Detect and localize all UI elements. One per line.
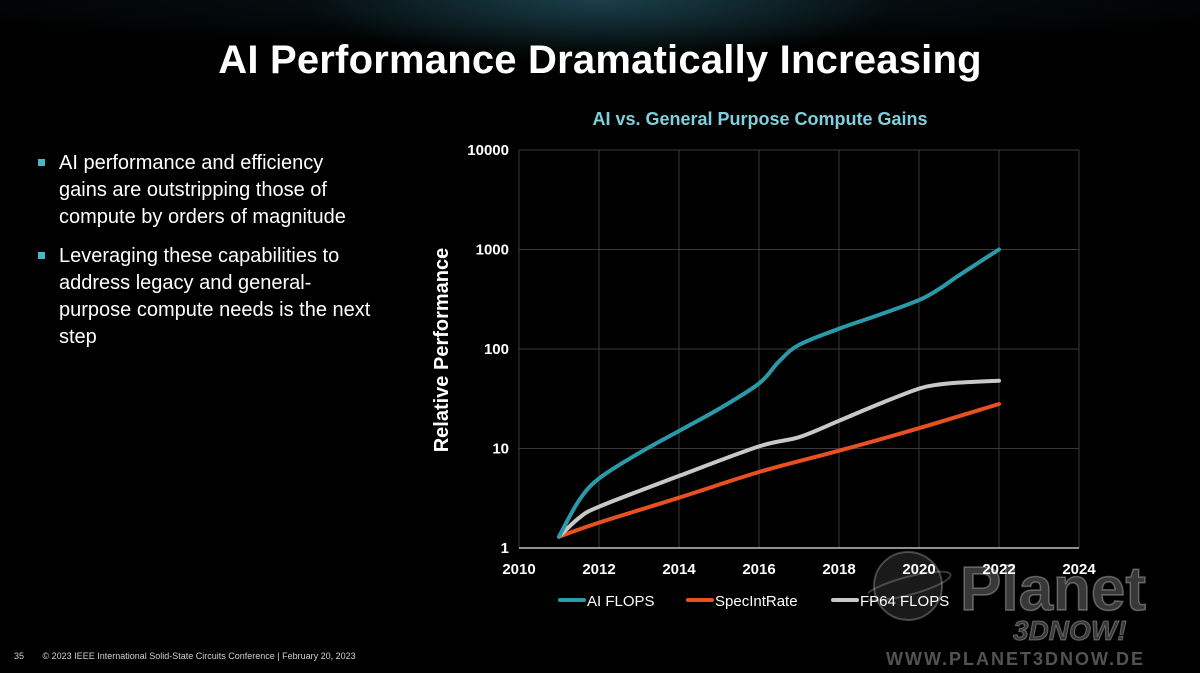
footer: 35 © 2023 IEEE International Solid-State…: [14, 651, 356, 661]
x-tick-label: 2014: [662, 561, 696, 578]
legend-label: SpecIntRate: [715, 593, 798, 610]
y-tick-label: 100: [484, 341, 509, 358]
planet-ring-icon: [868, 570, 952, 602]
legend: AI FLOPS SpecIntRate FP64 FLOPS: [558, 593, 949, 610]
copyright-text: © 2023 IEEE International Solid-State Ci…: [42, 651, 356, 661]
bullet-item: AI performance and efficiency gains are …: [36, 150, 376, 231]
slide-title: AI Performance Dramatically Increasing: [218, 38, 982, 82]
series-line-specintrate: [557, 402, 1001, 539]
square-bullet-icon: [38, 159, 45, 166]
watermark-brand: Planet: [960, 555, 1146, 624]
legend-label: AI FLOPS: [587, 593, 655, 610]
x-tick-label: 2020: [902, 561, 935, 578]
x-tick-label: 2016: [742, 561, 775, 578]
chart-title: AI vs. General Purpose Compute Gains: [592, 109, 927, 129]
x-tick-label: 2010: [502, 561, 535, 578]
y-tick-label: 10000: [467, 142, 509, 159]
y-tick-label: 1000: [476, 242, 509, 259]
legend-label: FP64 FLOPS: [860, 593, 949, 610]
grid-lines: [518, 149, 1080, 549]
axis-ticks: 2010 2012 2014 2016 2018 2020 2022 2024 1 10 100 10…: [467, 142, 1096, 578]
y-axis-label: Relative Performance: [431, 248, 453, 453]
x-tick-label: 2024: [1062, 561, 1096, 578]
series-line-fp64-flops: [557, 378, 1001, 539]
bullet-item: Leveraging these capabilities to address…: [36, 243, 376, 351]
page-number: 35: [14, 651, 25, 661]
header-glow: [0, 0, 1200, 140]
series-lines: [557, 247, 1001, 539]
planet-globe-icon: [873, 551, 943, 621]
square-bullet-icon: [38, 252, 45, 259]
y-tick-label: 10: [492, 441, 509, 458]
bullet-text: AI performance and efficiency gains are …: [59, 152, 346, 228]
x-tick-label: 2022: [982, 561, 1015, 578]
series-line-ai-flops: [557, 247, 1001, 539]
bullet-text: Leveraging these capabilities to address…: [59, 245, 371, 348]
watermark-url: WWW.PLANET3DNOW.DE: [886, 649, 1145, 669]
y-tick-label: 1: [501, 540, 509, 557]
planet3dnow-watermark-logo: Planet 3DNOW! WWW.PLANET3DNOW.DE: [868, 551, 1147, 669]
x-tick-label: 2018: [822, 561, 855, 578]
x-tick-label: 2012: [582, 561, 615, 578]
watermark-sub: 3DNOW!: [1013, 615, 1127, 646]
bullet-list: AI performance and efficiency gains are …: [36, 150, 376, 363]
